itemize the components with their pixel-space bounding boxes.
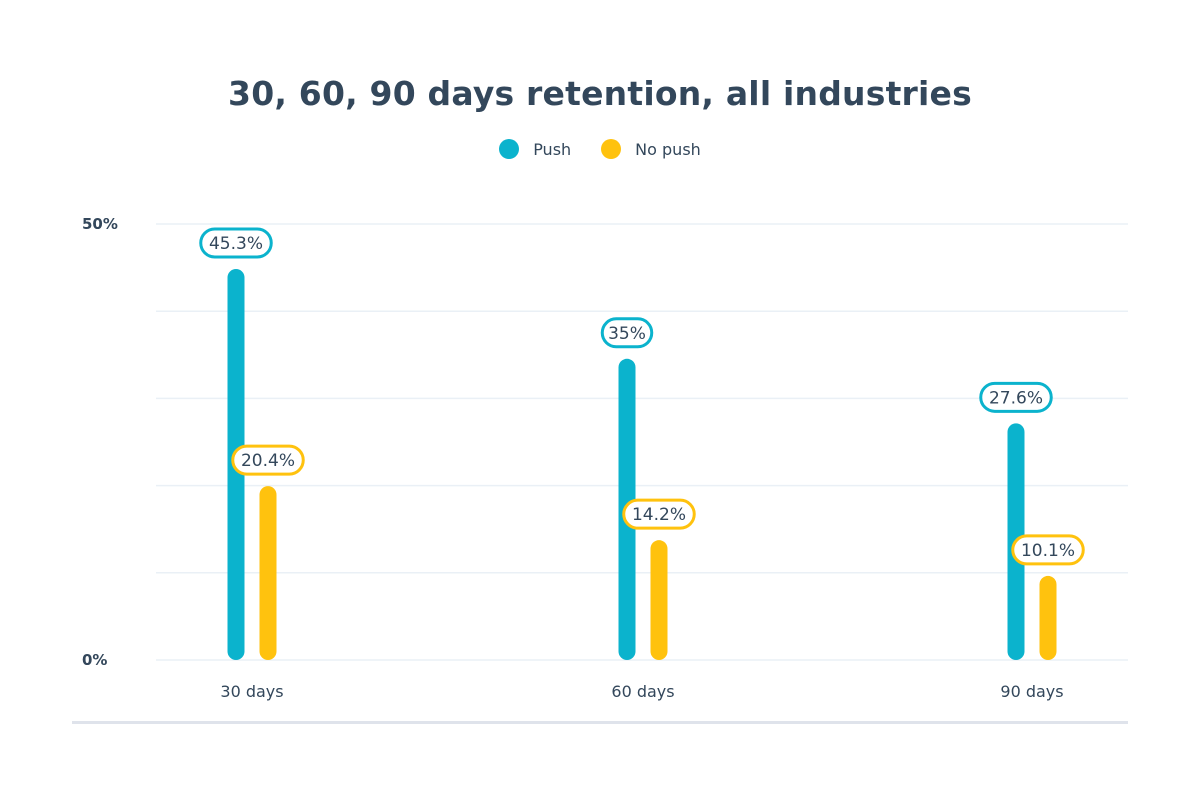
data-label: 27.6%	[989, 388, 1043, 408]
y-tick-label: 50%	[82, 215, 118, 233]
bar-no-push	[1039, 575, 1057, 660]
x-tick-label: 60 days	[611, 682, 674, 701]
legend-label-no-push: No push	[635, 139, 701, 159]
data-label: 20.4%	[241, 451, 295, 471]
y-tick-label: 0%	[82, 651, 107, 669]
x-tick-label: 90 days	[1000, 682, 1063, 701]
legend-swatch-push	[499, 139, 520, 159]
bar-no-push	[650, 540, 668, 660]
legend: Push No push	[0, 139, 1200, 159]
data-label: 14.2%	[632, 505, 686, 525]
legend-item-no-push[interactable]: No push	[601, 139, 701, 159]
legend-label-push: Push	[533, 139, 572, 159]
legend-swatch-no-push	[601, 139, 622, 159]
data-label: 45.3%	[209, 234, 263, 254]
data-label-pill	[199, 227, 273, 259]
x-tick-label: 30 days	[220, 682, 283, 701]
data-label-pill	[600, 317, 654, 349]
legend-item-push[interactable]: Push	[499, 139, 571, 159]
data-label: 35%	[608, 324, 646, 344]
data-label-pill	[622, 498, 696, 530]
chart-bottom-divider	[72, 721, 1128, 724]
data-label-pill	[979, 381, 1053, 413]
data-label-pill	[231, 444, 305, 476]
data-label-pill	[1011, 534, 1085, 566]
data-label: 10.1%	[1021, 541, 1075, 561]
chart-title: 30, 60, 90 days retention, all industrie…	[228, 74, 972, 113]
bar-no-push	[259, 486, 277, 660]
